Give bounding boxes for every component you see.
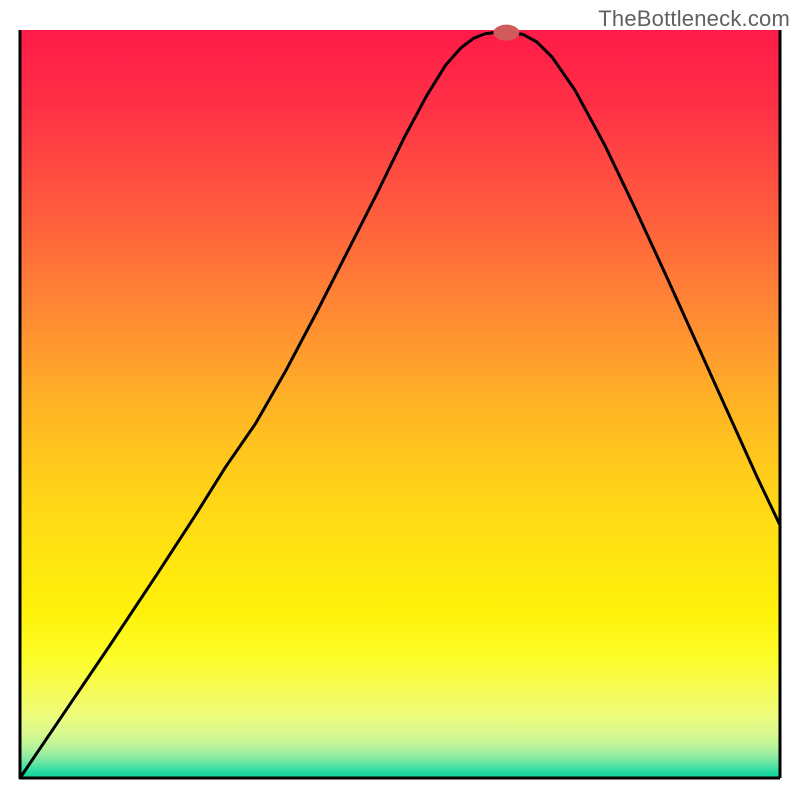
- gradient-background: [20, 30, 780, 778]
- minimum-marker: [493, 25, 519, 41]
- watermark-text: TheBottleneck.com: [598, 6, 790, 32]
- chart-canvas: [0, 0, 800, 800]
- bottleneck-chart: TheBottleneck.com: [0, 0, 800, 800]
